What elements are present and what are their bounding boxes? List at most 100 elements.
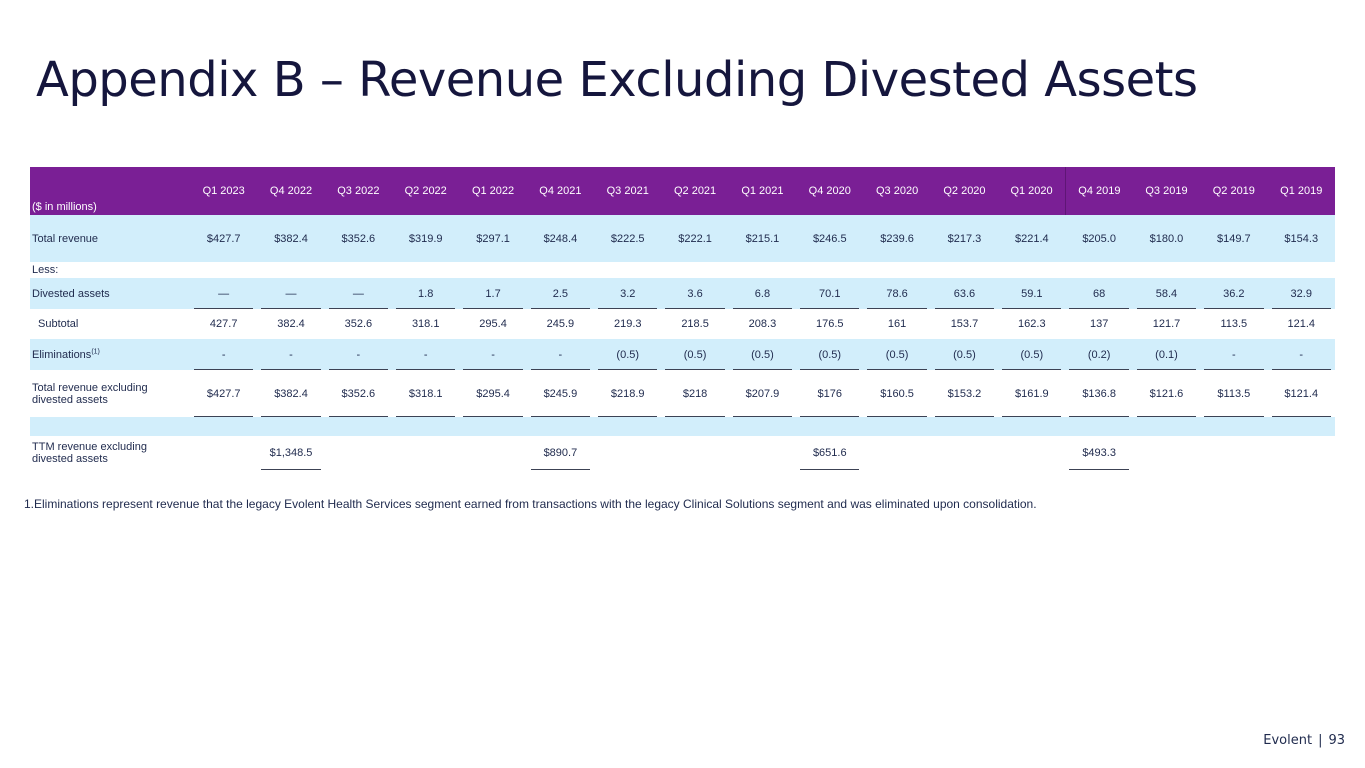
spacer-cell: [190, 417, 258, 436]
value-cell: 63.6: [930, 278, 999, 309]
subtotal-row: Subtotal 427.7 382.4 352.6 318.1 295.4 245.9 2…: [30, 309, 1335, 339]
value-cell: $427.7: [190, 215, 258, 262]
ttm-row: TTM revenue excluding divested assets $1,…: [30, 436, 1335, 470]
value-cell: [1133, 436, 1200, 470]
column-header: Q2 2019: [1200, 167, 1268, 215]
column-header: Q2 2020: [930, 167, 999, 215]
value-cell: $121.6: [1133, 370, 1200, 420]
value-cell: $113.5: [1200, 370, 1267, 420]
value-cell: 352.6: [344, 318, 373, 330]
value-cell: 162.3: [1018, 318, 1046, 330]
value-cell: $215.1: [728, 215, 797, 262]
value-cell: 137: [1089, 318, 1109, 330]
value-cell: 427.7: [209, 318, 238, 330]
column-header: Q1 2022: [459, 167, 527, 215]
column-header: Q4 2020: [796, 167, 864, 215]
value-cell: 1.7: [459, 278, 527, 309]
value-cell: 153.7: [950, 318, 979, 330]
value-cell: 161: [887, 318, 907, 330]
page-title: Appendix B – Revenue Excluding Divested …: [36, 52, 1198, 108]
value-cell: $651.6: [796, 436, 863, 470]
value-cell: 59.1: [998, 278, 1066, 309]
value-cell: -: [257, 339, 325, 370]
value-cell: (0.5): [796, 339, 864, 370]
value-cell: 6.8: [728, 278, 797, 309]
spacer-cell: [1132, 417, 1201, 436]
value-cell: $246.5: [796, 215, 864, 262]
value-cell: $221.4: [998, 215, 1066, 262]
footer-separator: |: [1318, 733, 1323, 748]
value-cell: [863, 436, 930, 470]
spacer-cell: [594, 417, 662, 436]
value-cell: $121.4: [1268, 370, 1336, 420]
value-cell: [1268, 436, 1336, 470]
spacer-cell: [257, 417, 325, 436]
total-excluding-row: Total revenue excluding divested assets $…: [30, 370, 1336, 420]
less-row: Less:: [30, 262, 1335, 278]
spacer-cell: [324, 417, 393, 436]
row-label: Total revenue excluding divested assets: [30, 370, 190, 417]
value-cell: $205.0: [1065, 215, 1133, 262]
value-cell: $207.9: [729, 370, 796, 420]
value-cell: $248.4: [526, 215, 595, 262]
total-revenue-row: Total revenue $427.7 $382.4 $352.6 $319.9 $2…: [30, 215, 1335, 262]
label-line-1: TTM revenue excluding: [32, 441, 147, 453]
column-header: Q3 2019: [1132, 167, 1201, 215]
value-cell: 32.9: [1267, 278, 1335, 309]
column-header: Q3 2021: [594, 167, 662, 215]
value-cell: -: [324, 339, 393, 370]
value-cell: (0.5): [661, 339, 729, 370]
value-cell: [729, 436, 796, 470]
value-cell: $217.3: [930, 215, 999, 262]
value-cell: $218: [661, 370, 728, 420]
value-cell: $382.4: [257, 215, 325, 262]
value-cell: $161.9: [998, 370, 1065, 420]
value-cell: 245.9: [546, 318, 575, 330]
value-cell: $136.8: [1065, 370, 1132, 420]
value-cell: [459, 436, 526, 470]
value-cell: 219.3: [613, 318, 642, 330]
label-line-2: divested assets: [32, 453, 108, 465]
value-cell: (0.5): [930, 339, 999, 370]
value-cell: [931, 436, 998, 470]
label-line-1: Total revenue excluding: [32, 381, 148, 394]
page-number: 93: [1328, 733, 1345, 748]
value-cell: $1,348.5: [257, 436, 324, 470]
value-cell: $382.4: [257, 370, 324, 420]
row-label: Total revenue: [30, 215, 190, 262]
spacer-cell: [1267, 417, 1335, 436]
value-cell: 318.1: [411, 318, 440, 330]
value-cell: $319.9: [392, 215, 460, 262]
value-cell: 176.5: [816, 318, 844, 330]
value-cell: $890.7: [527, 436, 594, 470]
column-header: Q4 2021: [526, 167, 595, 215]
spacer-cell: [1200, 417, 1268, 436]
value-cell: [325, 436, 392, 470]
value-cell: $218.9: [594, 370, 661, 420]
value-cell: $160.5: [863, 370, 930, 420]
column-header: Q1 2020: [998, 167, 1066, 215]
column-header: Q4 2019: [1064, 167, 1133, 215]
value-cell: 1.8: [392, 278, 460, 309]
column-header: Q3 2022: [324, 167, 393, 215]
column-header: Q1 2019: [1267, 167, 1335, 215]
value-cell: [1200, 436, 1267, 470]
footnote-ref: (1): [91, 347, 100, 355]
value-cell: $180.0: [1132, 215, 1201, 262]
value-cell: [661, 436, 728, 470]
spacer-row: [30, 417, 1335, 436]
value-cell: $352.6: [324, 215, 393, 262]
value-cell: 121.7: [1152, 318, 1181, 330]
spacer-cell: [796, 417, 864, 436]
footer: Evolent | 93: [1263, 733, 1345, 748]
value-cell: $222.5: [594, 215, 662, 262]
brand-name: Evolent: [1263, 733, 1313, 748]
spacer-cell: [930, 417, 999, 436]
value-cell: $176: [796, 370, 863, 420]
column-header: Q4 2022: [257, 167, 325, 215]
value-cell: (0.1): [1132, 339, 1201, 370]
value-cell: $427.7: [190, 370, 257, 420]
revenue-table: ($ in millions) Q1 2023 Q4 2022 Q3 2022 Q2 …: [30, 167, 1335, 470]
eliminations-row: Eliminations(1) - - - - - - (0.5) (0.5) (0.5) (0.…: [30, 339, 1335, 370]
value-cell: 382.4: [277, 318, 305, 330]
